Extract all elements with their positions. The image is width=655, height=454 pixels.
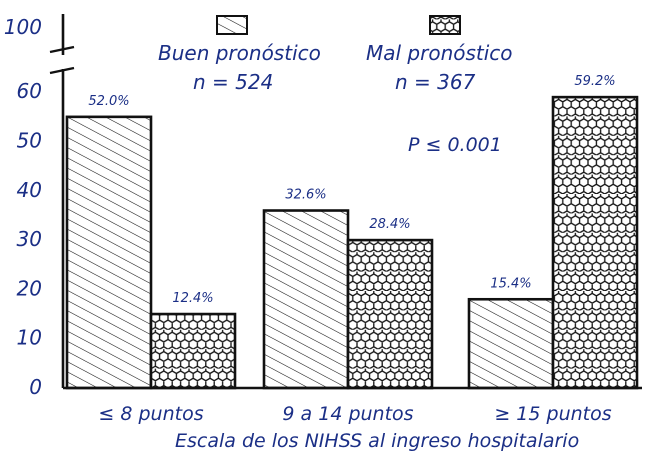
bar-mal-2	[551, 95, 639, 390]
x-tick-label: 9 a 14 puntos	[282, 403, 413, 425]
y-tick-label: 60	[17, 79, 42, 103]
data-label: 52.0%	[88, 94, 129, 109]
bars: 52.0% 32.6% 15.4% 12.4% 28.4% 59.2% ≤ 8 puntos…	[63, 74, 642, 425]
legend-n-buen: n = 524	[193, 70, 273, 94]
bar-buen-0	[65, 115, 153, 390]
y-tick-label: 30	[17, 227, 42, 251]
legend-swatch-hex	[429, 15, 461, 35]
x-tick-label: ≥ 15 puntos	[494, 403, 611, 425]
y-tick-label: 50	[17, 129, 42, 153]
y-tick-label: 0	[29, 375, 42, 399]
y-tick-label: 20	[17, 276, 42, 300]
y-tick-label: 40	[17, 178, 42, 202]
data-label: 12.4%	[172, 291, 213, 306]
axis-break-icon	[49, 45, 75, 75]
x-tick-label: ≤ 8 puntos	[98, 403, 203, 425]
bar-mal-0	[149, 312, 237, 390]
y-axis: 0 10 20 30 40 50 60 100	[4, 14, 65, 399]
bar-buen-1	[262, 209, 350, 390]
legend-label-mal: Mal pronóstico	[366, 41, 513, 65]
data-label: 15.4%	[490, 276, 531, 291]
p-value-annotation: P ≤ 0.001	[408, 134, 502, 156]
x-axis-title: Escala de los NIHSS al ingreso hospitala…	[175, 430, 579, 452]
data-label: 32.6%	[285, 188, 326, 203]
y-tick-label: 10	[17, 326, 42, 350]
bar-buen-2	[467, 297, 555, 390]
bar-mal-1	[346, 238, 434, 390]
data-label: 28.4%	[369, 217, 410, 232]
legend-label-buen: Buen pronóstico	[158, 41, 321, 65]
legend-n-mal: n = 367	[395, 70, 476, 94]
legend: Buen pronóstico n = 524 Mal pronóstico n…	[158, 15, 513, 94]
legend-swatch-hatch	[216, 15, 248, 35]
data-label: 59.2%	[574, 74, 615, 89]
y-tick-label: 100	[4, 15, 42, 39]
